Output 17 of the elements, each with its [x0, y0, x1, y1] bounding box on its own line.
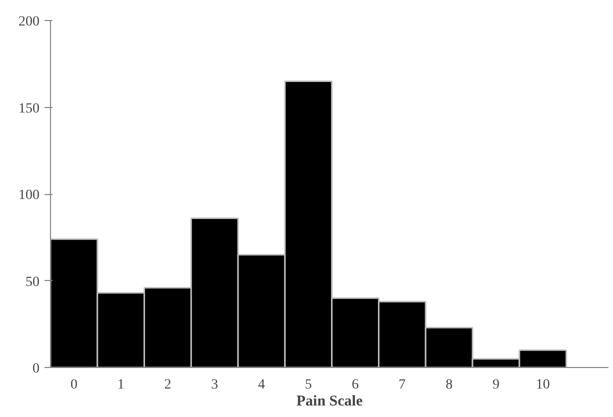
x-tick-label: 10 [536, 378, 550, 392]
x-tick-label: 8 [446, 378, 453, 392]
y-tick-label: 150 [18, 101, 40, 116]
x-tick-label: 4 [258, 378, 266, 392]
y-tick-label: 200 [18, 14, 40, 30]
y-tick-label: 50 [26, 274, 40, 290]
x-tick-label: 9 [492, 378, 500, 392]
x-tick-label: 0 [70, 378, 78, 392]
x-tick-label: 2 [164, 378, 172, 392]
x-tick-label: 6 [352, 378, 359, 392]
x-tick-label: 7 [398, 378, 406, 392]
x-tick-label: 1 [117, 378, 124, 392]
x-tick-label: 3 [211, 378, 218, 392]
x-tick-label: 5 [304, 378, 312, 392]
y-tick-label: 100 [18, 188, 40, 203]
x-axis-title: Pain Scale [296, 394, 363, 410]
y-tick-label: 0 [32, 362, 40, 376]
